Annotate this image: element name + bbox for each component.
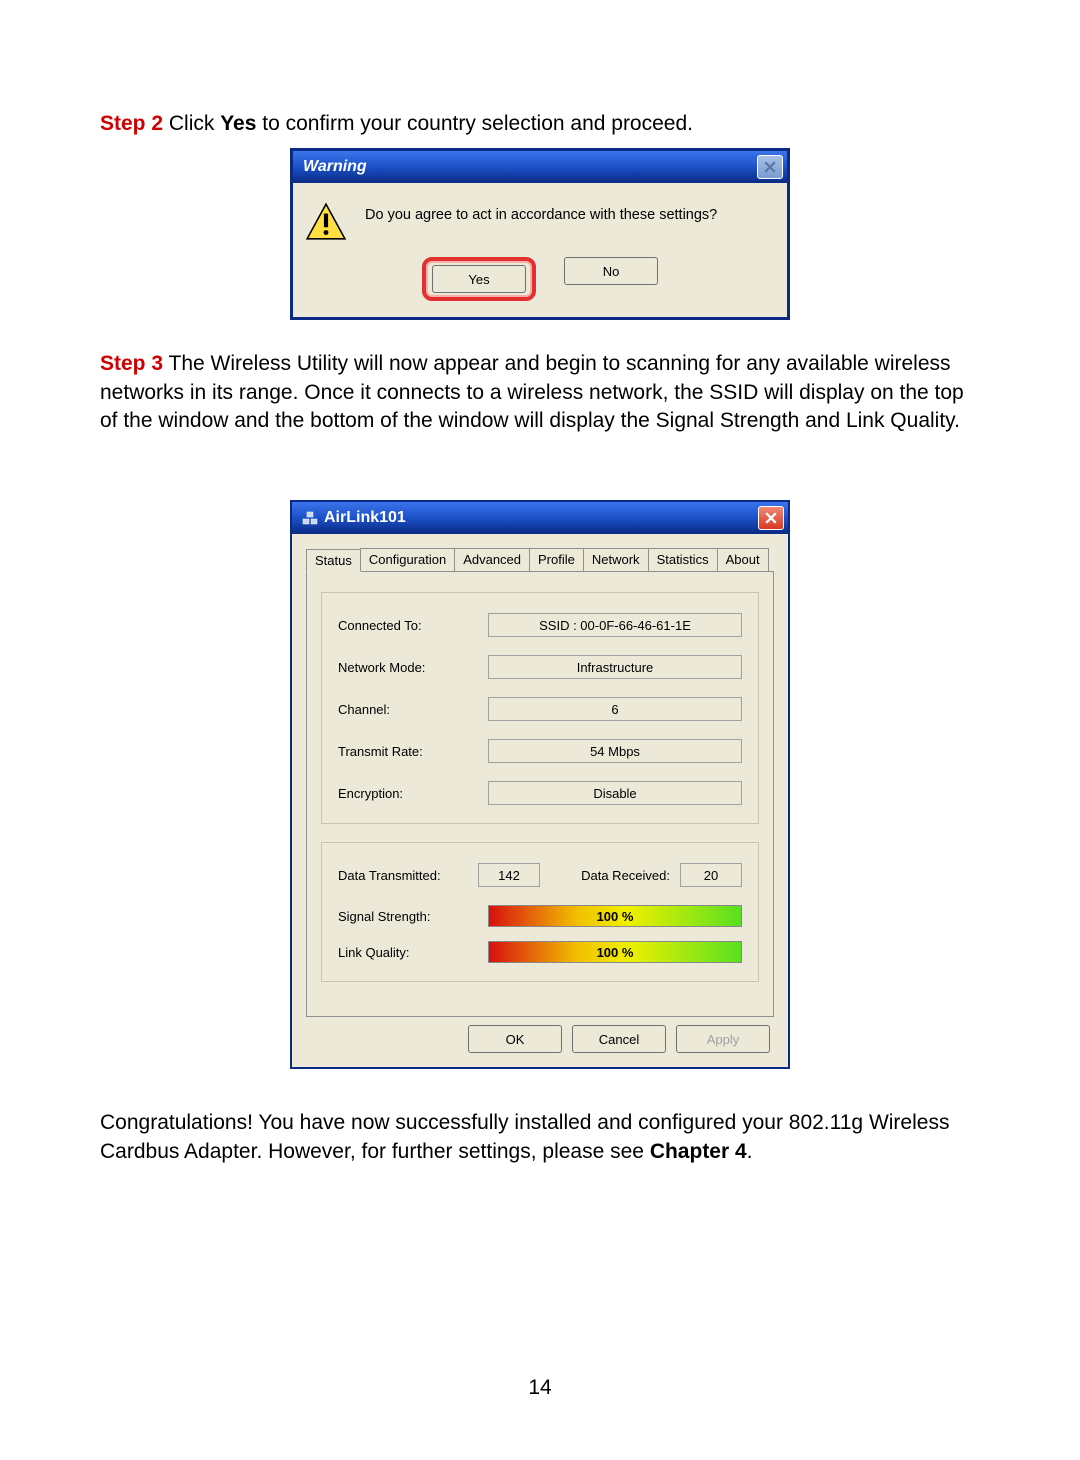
warning-icon (305, 201, 347, 243)
congrats-paragraph: Congratulations! You have now successful… (100, 1109, 980, 1166)
signal-strength-label: Signal Strength: (338, 909, 488, 924)
connection-group: Connected To: SSID : 00-0F-66-46-61-1E N… (321, 592, 759, 824)
data-received-label: Data Received: (581, 868, 670, 883)
link-quality-value: 100 % (597, 945, 634, 960)
close-icon[interactable] (757, 155, 783, 179)
network-mode-value: Infrastructure (488, 655, 742, 679)
network-icon (302, 510, 318, 526)
transmit-rate-value: 54 Mbps (488, 739, 742, 763)
step3-label: Step 3 (100, 352, 163, 375)
close-icon[interactable] (758, 506, 784, 530)
tab-strip: StatusConfigurationAdvancedProfileNetwor… (306, 548, 774, 571)
connected-to-value: SSID : 00-0F-66-46-61-1E (488, 613, 742, 637)
airlink-titlebar: AirLink101 (292, 502, 788, 534)
step2-paragraph: Step 2 Click Yes to confirm your country… (100, 110, 980, 138)
congrats-chapter: Chapter 4 (650, 1140, 747, 1163)
step2-text-after: to confirm your country selection and pr… (256, 112, 693, 135)
cancel-button[interactable]: Cancel (572, 1025, 666, 1053)
encryption-label: Encryption: (338, 786, 488, 801)
apply-button: Apply (676, 1025, 770, 1053)
airlink-title: AirLink101 (324, 509, 406, 527)
warning-title: Warning (303, 158, 367, 176)
transmit-rate-label: Transmit Rate: (338, 744, 488, 759)
yes-button[interactable]: Yes (432, 265, 526, 293)
link-quality-label: Link Quality: (338, 945, 488, 960)
network-mode-label: Network Mode: (338, 660, 488, 675)
yes-highlight: Yes (422, 257, 536, 301)
tab-configuration[interactable]: Configuration (360, 548, 455, 571)
status-panel: Connected To: SSID : 00-0F-66-46-61-1E N… (306, 571, 774, 1017)
link-quality-bar: 100 % (488, 941, 742, 963)
connected-to-label: Connected To: (338, 618, 488, 633)
tab-network[interactable]: Network (583, 548, 649, 571)
tab-statistics[interactable]: Statistics (648, 548, 718, 571)
step3-text: The Wireless Utility will now appear and… (100, 352, 964, 432)
channel-value: 6 (488, 697, 742, 721)
ok-button[interactable]: OK (468, 1025, 562, 1053)
tab-about[interactable]: About (717, 548, 769, 571)
encryption-value: Disable (488, 781, 742, 805)
signal-strength-value: 100 % (597, 909, 634, 924)
channel-label: Channel: (338, 702, 488, 717)
stats-group: Data Transmitted: 142 Data Received: 20 … (321, 842, 759, 982)
warning-dialog: Warning Do you agree to act in accordanc… (290, 148, 790, 320)
tab-advanced[interactable]: Advanced (454, 548, 530, 571)
airlink-dialog: AirLink101 StatusConfigurationAdvancedPr… (290, 500, 790, 1069)
step2-label: Step 2 (100, 112, 163, 135)
warning-message: Do you agree to act in accordance with t… (365, 201, 717, 223)
step3-paragraph: Step 3 The Wireless Utility will now app… (100, 350, 980, 435)
data-transmitted-value: 142 (478, 863, 540, 887)
data-transmitted-label: Data Transmitted: (338, 868, 468, 883)
congrats-text-after: . (747, 1140, 753, 1163)
signal-strength-bar: 100 % (488, 905, 742, 927)
tab-status[interactable]: Status (306, 549, 361, 572)
step2-yes: Yes (220, 112, 256, 135)
no-button[interactable]: No (564, 257, 658, 285)
page-number: 14 (100, 1376, 980, 1400)
step2-text-before: Click (163, 112, 220, 135)
warning-titlebar: Warning (293, 151, 787, 183)
data-received-value: 20 (680, 863, 742, 887)
congrats-text-before: Congratulations! You have now successful… (100, 1111, 949, 1162)
tab-profile[interactable]: Profile (529, 548, 584, 571)
